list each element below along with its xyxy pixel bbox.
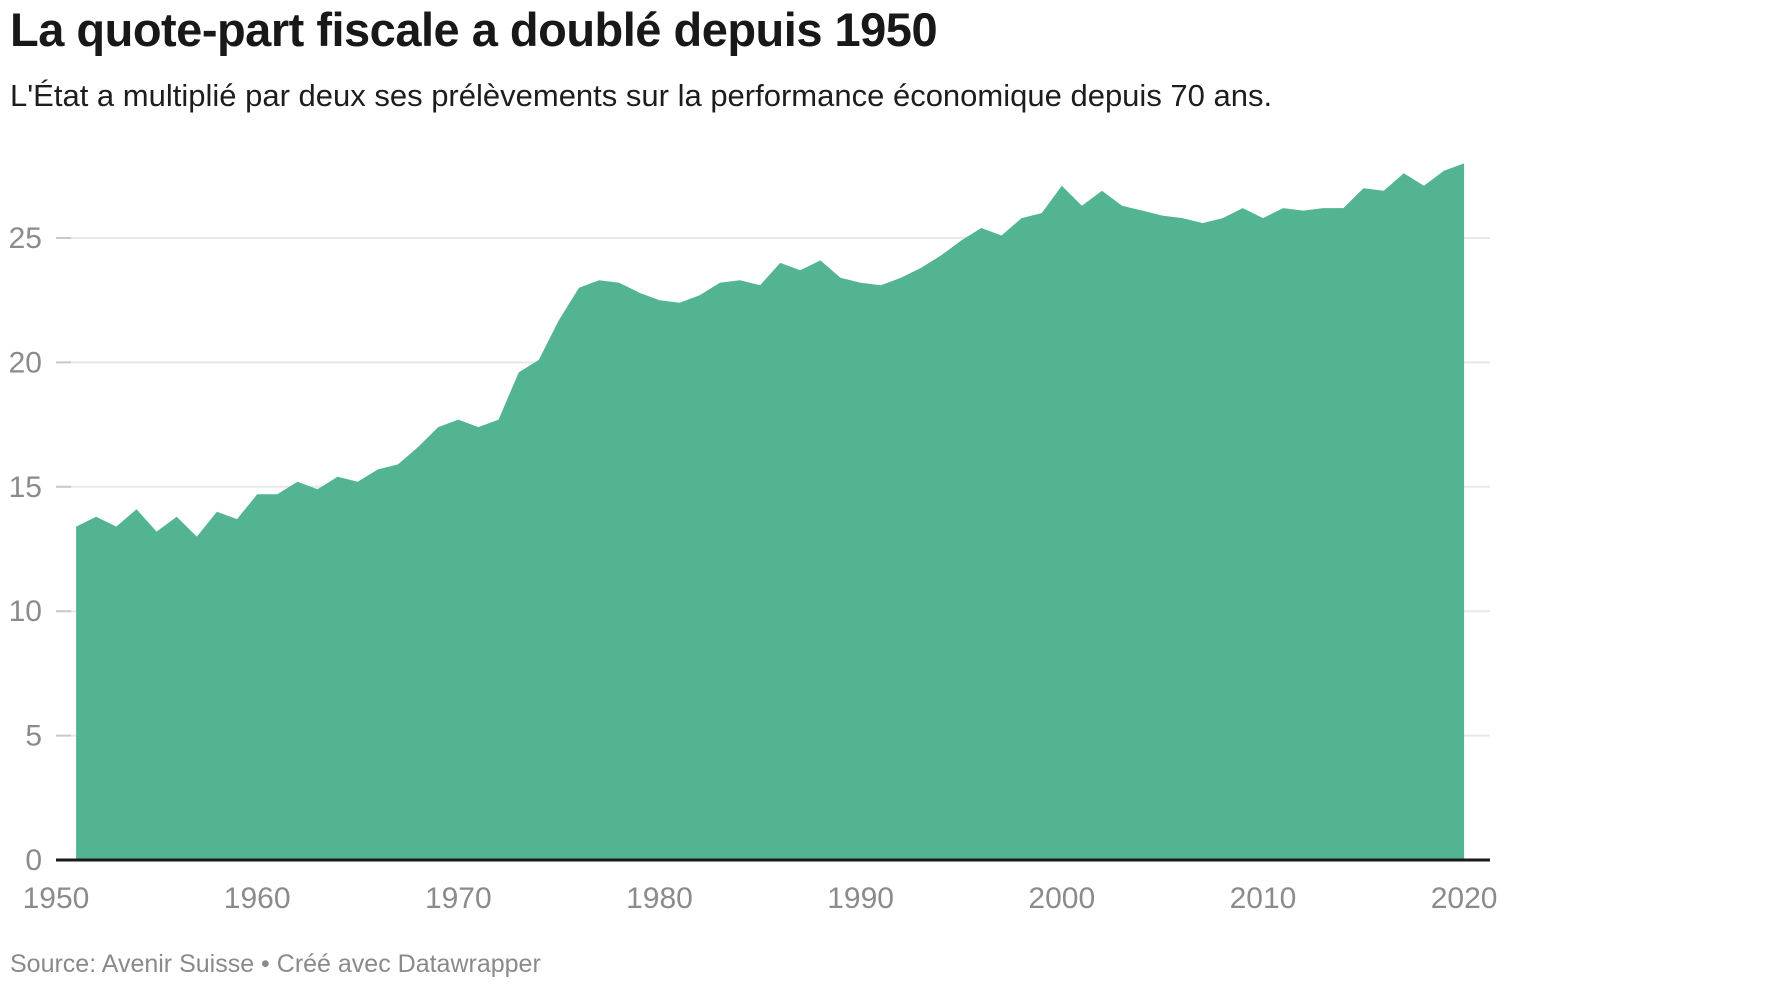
y-axis-label-25: 25 [9,222,42,255]
x-axis-label-2000: 2000 [1028,882,1095,915]
y-axis-label-5: 5 [25,720,42,753]
chart-subtitle: L'État a multiplié par deux ses prélèvem… [10,78,1273,113]
x-axis-label-1990: 1990 [827,882,894,915]
chart-title: La quote-part fiscale a doublé depuis 19… [10,3,938,56]
area-series-quote-part-fiscale [76,163,1465,860]
source-attribution: Source: Avenir Suisse • Créé avec Datawr… [10,950,541,978]
x-axis-label-1960: 1960 [224,882,291,915]
y-axis-label-0: 0 [25,844,42,877]
y-axis-label-20: 20 [9,346,42,379]
x-axis-label-1980: 1980 [626,882,693,915]
x-axis-label-1950: 1950 [23,882,90,915]
y-axis-label-10: 10 [9,595,42,628]
x-axis-label-1970: 1970 [425,882,492,915]
x-axis-label-2010: 2010 [1230,882,1297,915]
x-axis-label-2020: 2020 [1431,882,1498,915]
y-axis-label-15: 15 [9,471,42,504]
